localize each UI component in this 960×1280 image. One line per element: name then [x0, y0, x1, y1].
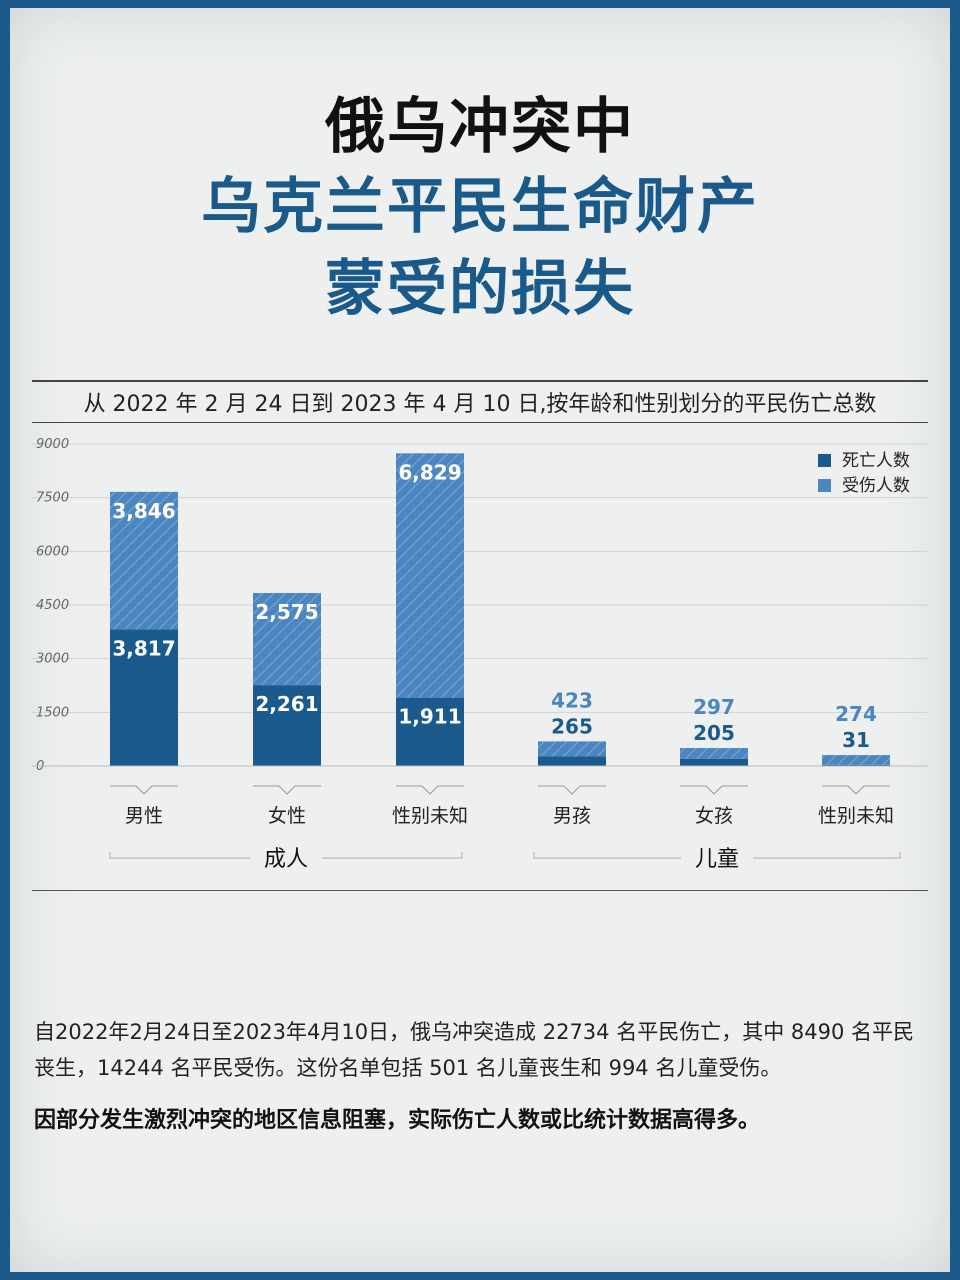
- x-tick-label: 男性: [125, 805, 163, 827]
- bar-injured: [680, 748, 748, 759]
- bar-deaths: [680, 758, 748, 766]
- group-label: 儿童: [695, 847, 739, 872]
- data-label-deaths: 205: [693, 721, 735, 745]
- title-line-2: 乌克兰平民生命财产: [201, 172, 759, 242]
- x-tick-label: 女孩: [695, 805, 733, 827]
- data-label-injured: 3,846: [112, 499, 175, 523]
- data-label-deaths: 265: [551, 714, 593, 738]
- x-tick-label: 女性: [268, 805, 306, 827]
- subtitle-rule: [32, 422, 928, 423]
- title-line-1: 俄乌冲突中: [325, 92, 635, 162]
- group-bracket-left: [109, 852, 250, 859]
- x-tick-label: 性别未知: [818, 805, 894, 827]
- legend-swatch: [818, 479, 831, 492]
- data-label-deaths: 31: [842, 728, 870, 752]
- category-bracket: [396, 785, 464, 795]
- y-tick-label: 7500: [36, 491, 69, 506]
- footer-paragraph-2: 因部分发生激烈冲突的地区信息阻塞，实际伤亡人数或比统计数据高得多。: [34, 1108, 761, 1133]
- bar-injured: [110, 491, 178, 630]
- chart-title: 从 2022 年 2 月 24 日到 2023 年 4 月 10 日,按年龄和性…: [83, 392, 877, 417]
- data-label-deaths: 2,261: [255, 692, 318, 716]
- y-tick-label: 9000: [36, 437, 69, 452]
- y-tick-label: 3000: [36, 652, 69, 667]
- legend-label: 死亡人数: [842, 451, 910, 471]
- category-bracket: [680, 785, 748, 795]
- top-rule: [32, 380, 928, 382]
- category-bracket: [110, 785, 178, 795]
- group-bracket-left: [533, 852, 681, 859]
- legend-swatch: [818, 454, 831, 467]
- bar-injured: [396, 453, 464, 698]
- category-bracket: [822, 785, 890, 795]
- y-tick-label: 4500: [36, 598, 69, 613]
- data-label-injured: 274: [835, 702, 877, 726]
- category-bracket: [538, 785, 606, 795]
- bar-deaths: [110, 629, 178, 766]
- footer-paragraph-1: 自2022年2月24日至2023年4月10日，俄乌冲突造成 22734 名平民伤…: [34, 1020, 914, 1080]
- data-label-injured: 2,575: [255, 600, 318, 624]
- bar-injured: [822, 755, 890, 765]
- bar-injured: [538, 741, 606, 757]
- y-tick-label: 1500: [36, 705, 69, 720]
- data-label-injured: 423: [551, 688, 593, 712]
- data-label-injured: 6,829: [398, 460, 461, 484]
- group-label: 成人: [264, 847, 308, 872]
- bar-deaths: [396, 697, 464, 766]
- legend-label: 受伤人数: [842, 476, 910, 496]
- x-tick-label: 性别未知: [392, 805, 468, 827]
- data-label-deaths: 3,817: [112, 636, 175, 660]
- bar-injured: [253, 592, 321, 686]
- title-line-3: 蒙受的损失: [325, 254, 635, 324]
- x-tick-label: 男孩: [553, 805, 591, 827]
- category-bracket: [253, 785, 321, 795]
- chart-bottom-rule: [32, 890, 928, 891]
- poster-frame: 俄乌冲突中 乌克兰平民生命财产 蒙受的损失 从 2022 年 2 月 24 日到…: [10, 8, 950, 1272]
- y-tick-label: 6000: [36, 544, 69, 559]
- data-label-injured: 297: [693, 695, 735, 719]
- bar-deaths: [822, 764, 890, 766]
- group-bracket-right: [753, 852, 901, 859]
- group-bracket-right: [322, 852, 463, 859]
- data-label-deaths: 1,911: [398, 705, 461, 729]
- chart: 3,8463,8172,5752,2616,8291,9114232652972…: [32, 437, 928, 872]
- bar-deaths: [253, 685, 321, 766]
- bar-deaths: [538, 756, 606, 766]
